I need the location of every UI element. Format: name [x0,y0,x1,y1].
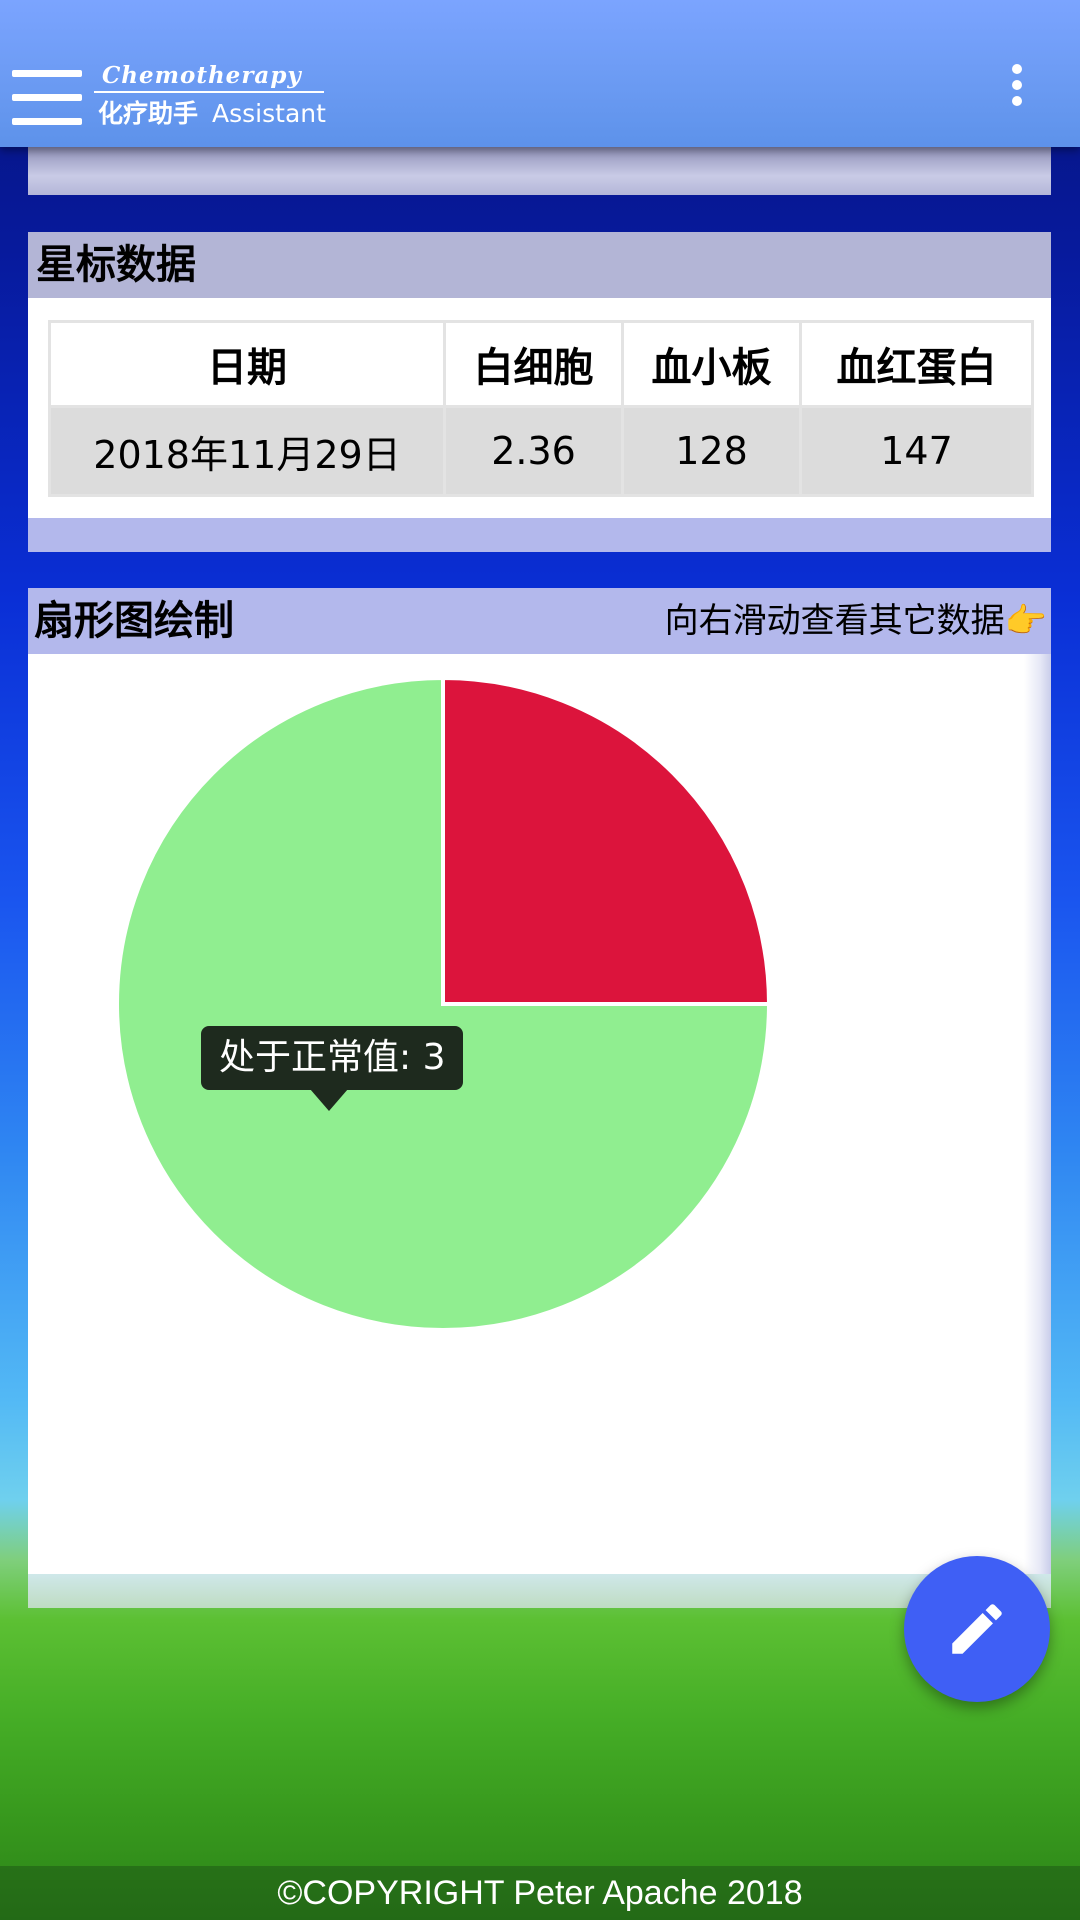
app-bar: Chemotherapy 化疗助手 Assistant [0,0,1080,147]
logo-title-en: Chemotherapy [102,62,302,89]
pie-tooltip-arrow [310,1089,348,1111]
card-scroll-edge [1024,654,1051,1574]
pie-tooltip: 处于正常值: 3 [201,1026,464,1090]
pie-chart-card: 扇形图绘制 向右滑动查看其它数据👉 [28,588,1051,1608]
logo-title-cn: 化疗助手 [98,99,199,128]
swipe-hint[interactable]: 向右滑动查看其它数据👉 [665,588,1047,654]
starred-data-title: 星标数据 [28,232,1051,298]
pie-slice-0[interactable] [441,675,772,1006]
starred-data-card: 星标数据 日期 白细胞 血小板 血红蛋白 2018年11月29日 2.36 12… [28,232,1051,552]
starred-data-table: 日期 白细胞 血小板 血红蛋白 2018年11月29日 2.36 128 147 [48,320,1034,497]
pointing-hand-icon: 👉 [1004,601,1047,641]
column-header: 血小板 [621,320,802,408]
column-header: 血红蛋白 [799,320,1034,408]
column-header: 日期 [48,320,446,408]
logo-assistant: Assistant [212,99,326,128]
pie-card-title: 扇形图绘制 [34,598,234,644]
hamburger-menu-icon[interactable] [12,70,84,126]
pie-slice-1[interactable] [115,675,772,1332]
starred-card-footer [28,518,1051,552]
cell-platelet: 128 [621,405,802,497]
app-logo: Chemotherapy 化疗助手 Assistant [94,60,326,130]
copyright-footer: ©COPYRIGHT Peter Apache 2018 [0,1866,1080,1920]
pencil-edit-icon [952,1604,1002,1654]
cell-date: 2018年11月29日 [48,405,446,497]
collapsed-card-strip [28,147,1051,195]
edit-fab-button[interactable] [904,1556,1050,1702]
table-header-row: 日期 白细胞 血小板 血红蛋白 [48,320,1034,408]
pie-card-footer [28,1574,1051,1608]
swipe-hint-text: 向右滑动查看其它数据 [664,601,1005,641]
cell-wbc: 2.36 [443,405,624,497]
logo-subtitle: 化疗助手 Assistant [98,94,326,130]
column-header: 白细胞 [443,320,624,408]
more-vertical-icon[interactable] [1006,62,1028,108]
cell-hemoglobin: 147 [799,405,1034,497]
pie-card-header: 扇形图绘制 向右滑动查看其它数据👉 [28,588,1051,654]
pie-chart[interactable] [28,588,1051,1574]
table-row[interactable]: 2018年11月29日 2.36 128 147 [48,405,1034,497]
